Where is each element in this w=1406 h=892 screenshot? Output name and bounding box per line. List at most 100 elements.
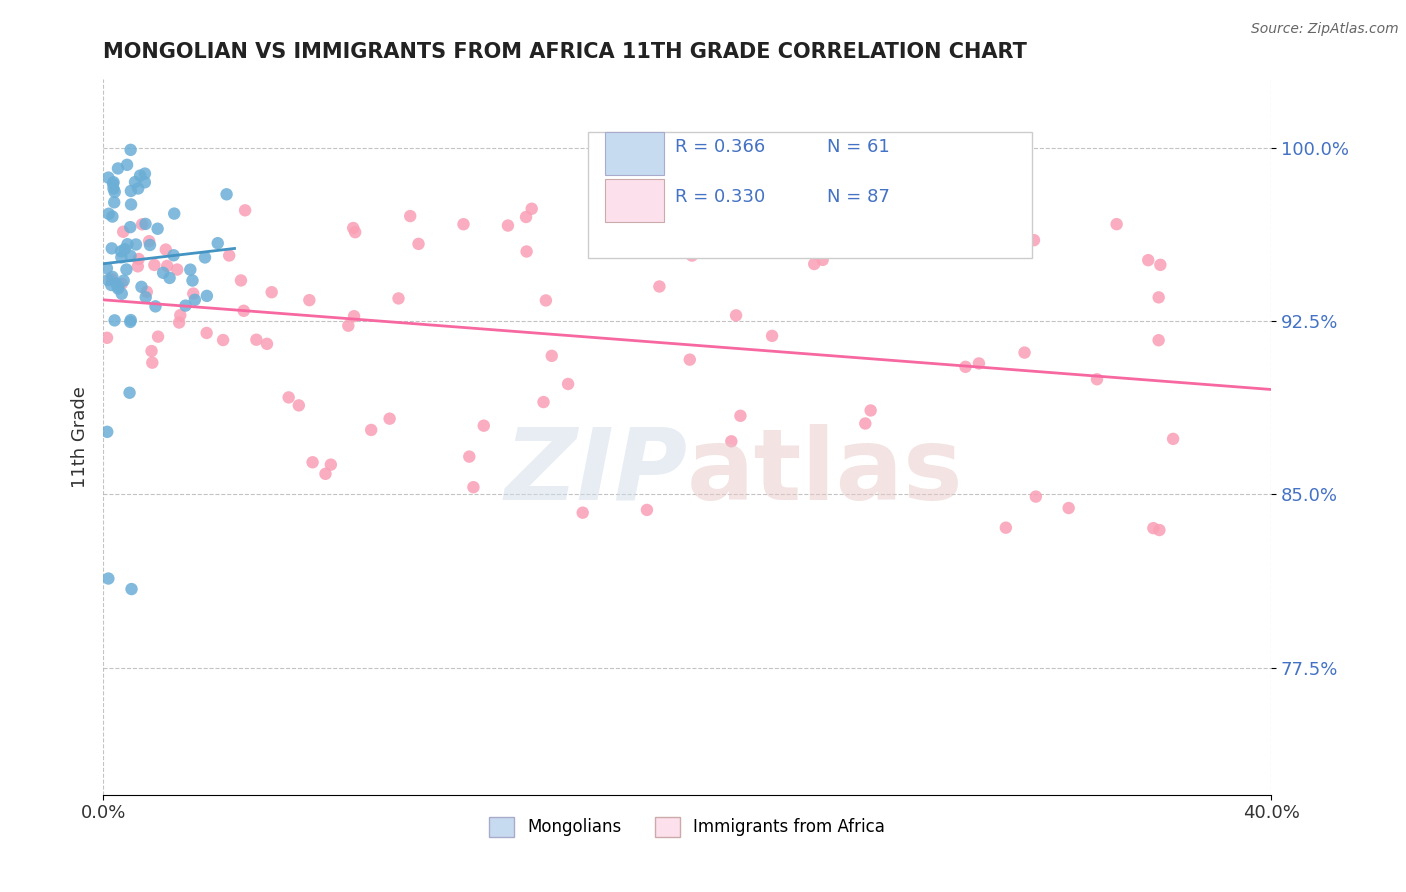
Point	[298, 293, 321, 307]
Point	[803, 257, 825, 271]
Point	[103, 175, 125, 189]
Point	[195, 326, 218, 340]
Point	[1022, 233, 1045, 247]
Point	[458, 450, 481, 464]
Point	[152, 266, 174, 280]
Point	[120, 315, 142, 329]
Point	[378, 411, 401, 425]
Point	[195, 289, 218, 303]
Point	[101, 177, 124, 191]
Point	[233, 203, 256, 218]
Point	[127, 181, 149, 195]
Point	[128, 252, 150, 266]
Point	[121, 582, 143, 596]
Point	[212, 333, 235, 347]
Point	[100, 272, 122, 286]
Text: ZIP: ZIP	[505, 424, 688, 521]
Point	[720, 434, 742, 449]
Point	[120, 249, 142, 263]
Point	[301, 455, 323, 469]
Legend: Mongolians, Immigrants from Africa: Mongolians, Immigrants from Africa	[482, 810, 891, 844]
Point	[112, 225, 135, 239]
Point	[1025, 490, 1047, 504]
Point	[146, 221, 169, 235]
Point	[1147, 290, 1170, 304]
Text: Source: ZipAtlas.com: Source: ZipAtlas.com	[1251, 22, 1399, 37]
Point	[115, 262, 138, 277]
Point	[648, 279, 671, 293]
Point	[124, 175, 146, 189]
Point	[453, 217, 475, 231]
Point	[120, 143, 142, 157]
Point	[145, 299, 167, 313]
Point	[120, 197, 142, 211]
Point	[636, 503, 658, 517]
Point	[181, 273, 204, 287]
Text: R = 0.366: R = 0.366	[675, 137, 766, 155]
Point	[96, 331, 118, 345]
Point	[105, 277, 128, 291]
Point	[179, 262, 201, 277]
Text: atlas: atlas	[688, 424, 963, 521]
Text: N = 61: N = 61	[827, 137, 890, 155]
Point	[1014, 345, 1036, 359]
FancyBboxPatch shape	[606, 132, 664, 175]
Point	[118, 385, 141, 400]
Point	[138, 234, 160, 248]
Point	[141, 344, 163, 359]
Point	[256, 336, 278, 351]
Point	[100, 241, 122, 255]
Point	[97, 572, 120, 586]
Point	[534, 293, 557, 308]
Point	[1142, 521, 1164, 535]
Point	[1057, 501, 1080, 516]
Point	[1008, 225, 1031, 239]
Point	[97, 207, 120, 221]
Point	[342, 221, 364, 235]
Point	[155, 243, 177, 257]
Point	[166, 262, 188, 277]
Point	[107, 281, 129, 295]
Point	[107, 161, 129, 176]
FancyBboxPatch shape	[588, 132, 1032, 258]
Point	[472, 418, 495, 433]
Point	[163, 206, 186, 220]
Point	[853, 417, 876, 431]
Point	[571, 506, 593, 520]
Point	[110, 244, 132, 259]
Point	[994, 521, 1017, 535]
Point	[162, 248, 184, 262]
Point	[955, 359, 977, 374]
Point	[134, 167, 156, 181]
Point	[229, 273, 252, 287]
Point	[114, 242, 136, 256]
Point	[232, 303, 254, 318]
Point	[111, 277, 134, 291]
Point	[343, 309, 366, 323]
Text: R = 0.330: R = 0.330	[675, 187, 766, 206]
Point	[103, 195, 125, 210]
Point	[101, 210, 124, 224]
Point	[110, 250, 132, 264]
Point	[141, 356, 163, 370]
Point	[603, 245, 626, 260]
Point	[496, 219, 519, 233]
Point	[761, 329, 783, 343]
Point	[104, 313, 127, 327]
Point	[120, 313, 142, 327]
Point	[129, 169, 152, 183]
Point	[967, 356, 990, 370]
Point	[387, 292, 409, 306]
Point	[156, 259, 179, 273]
Point	[135, 217, 157, 231]
FancyBboxPatch shape	[606, 179, 664, 222]
Point	[169, 308, 191, 322]
Point	[1149, 258, 1171, 272]
Point	[167, 316, 190, 330]
Point	[540, 349, 562, 363]
Point	[107, 280, 129, 294]
Point	[1137, 253, 1160, 268]
Point	[1147, 333, 1170, 347]
Y-axis label: 11th Grade: 11th Grade	[72, 385, 89, 488]
Point	[520, 202, 543, 216]
